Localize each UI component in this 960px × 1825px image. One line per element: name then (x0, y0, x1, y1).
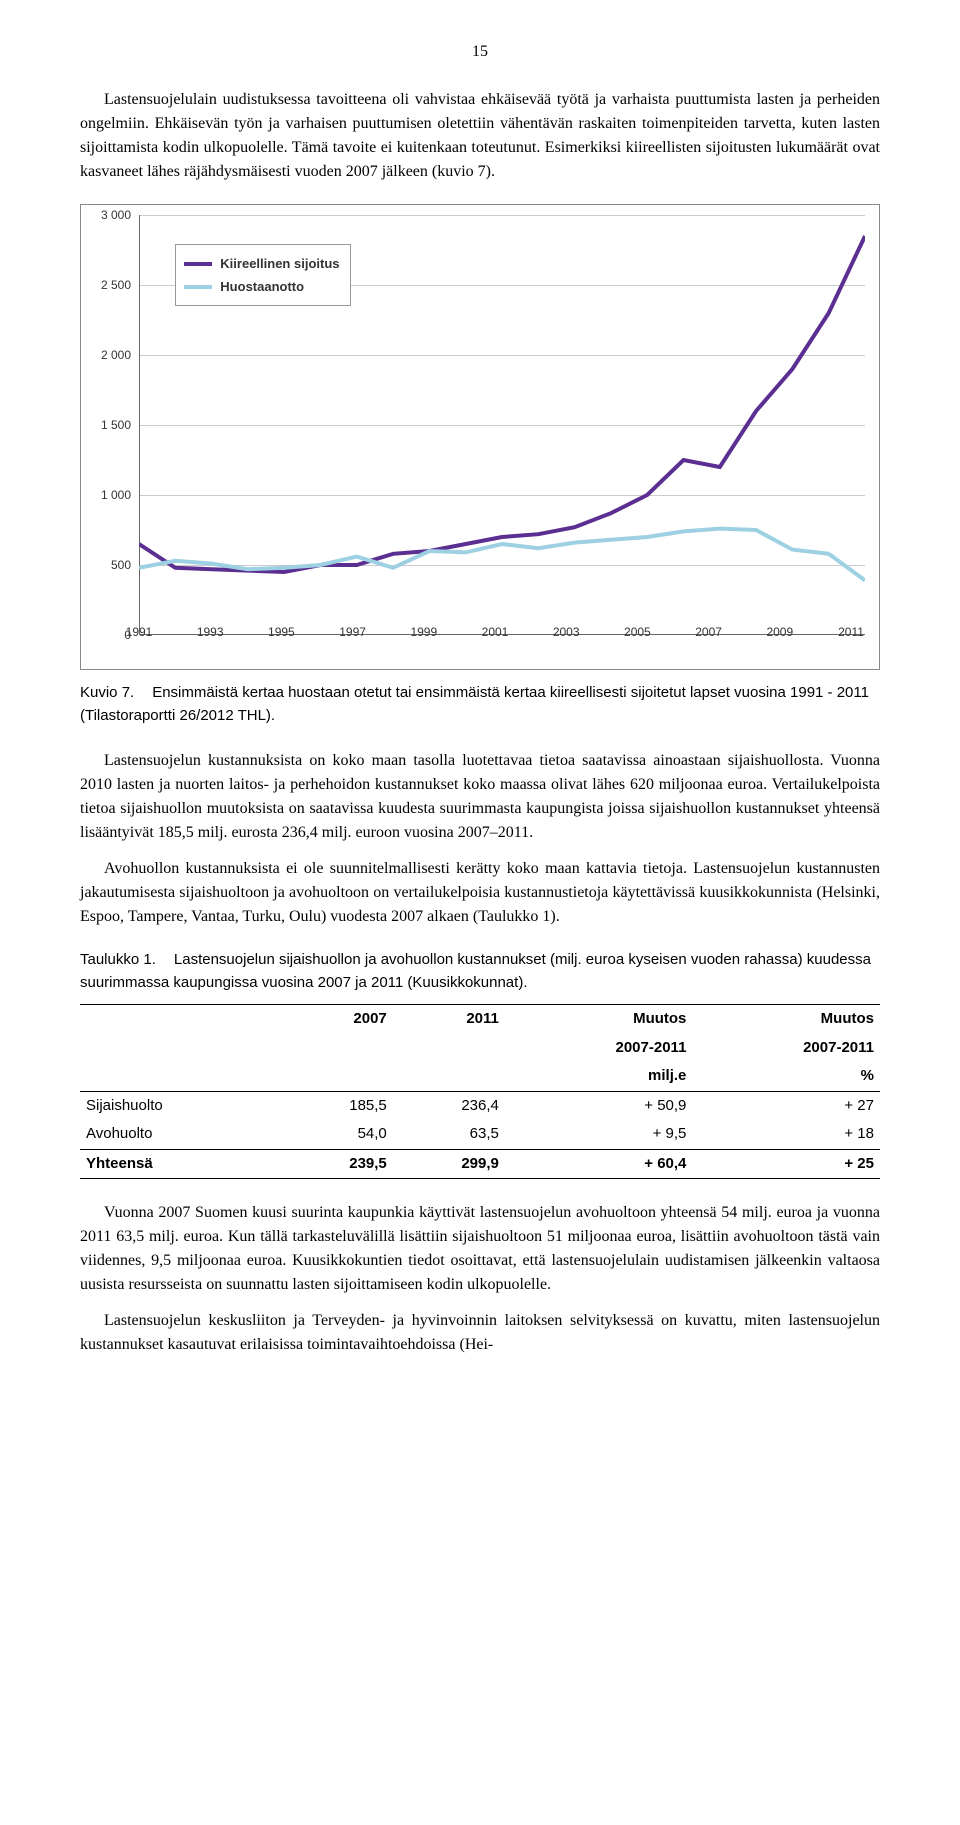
row1-c2: 63,5 (393, 1120, 505, 1149)
table-row: Sijaishuolto 185,5 236,4 + 50,9 + 27 (80, 1091, 880, 1120)
th3-blank (80, 1062, 281, 1091)
row0-c2: 236,4 (393, 1091, 505, 1120)
foot-c4: + 25 (692, 1149, 880, 1179)
foot-label: Yhteensä (80, 1149, 281, 1179)
x-tick-label: 2011 (838, 623, 864, 641)
paragraph-4: Vuonna 2007 Suomen kuusi suurinta kaupun… (80, 1201, 880, 1297)
paragraph-1: Lastensuojelulain uudistuksessa tavoitte… (80, 88, 880, 184)
th3-1 (281, 1062, 393, 1091)
th-2007: 2007 (281, 1005, 393, 1034)
row0-c1: 185,5 (281, 1091, 393, 1120)
x-tick-label: 1991 (126, 623, 153, 641)
th-blank (80, 1005, 281, 1034)
table-title-text: Lastensuojelun sijaishuollon ja avohuoll… (80, 951, 871, 991)
caption-text: Ensimmäistä kertaa huostaan otetut tai e… (80, 684, 869, 724)
x-tick-label: 2009 (766, 623, 793, 641)
th2-3: 2007-2011 (505, 1034, 693, 1063)
th-2011: 2011 (393, 1005, 505, 1034)
paragraph-3: Avohuollon kustannuksista ei ole suunnit… (80, 857, 880, 929)
row1-label: Avohuolto (80, 1120, 281, 1149)
th3-4: % (692, 1062, 880, 1091)
legend-item: Huostaanotto (184, 277, 339, 297)
th3-2 (393, 1062, 505, 1091)
table-row: Avohuolto 54,0 63,5 + 9,5 + 18 (80, 1120, 880, 1149)
th2-2 (393, 1034, 505, 1063)
x-axis-labels: 1991199319951997199920012003200520072009… (139, 623, 851, 641)
x-tick-label: 1995 (268, 623, 295, 641)
row0-label: Sijaishuolto (80, 1091, 281, 1120)
x-tick-label: 1993 (197, 623, 224, 641)
cost-table: 2007 2011 Muutos Muutos 2007-2011 2007-2… (80, 1004, 880, 1179)
foot-c3: + 60,4 (505, 1149, 693, 1179)
row1-c4: + 18 (692, 1120, 880, 1149)
chart-legend: Kiireellinen sijoitus Huostaanotto (175, 244, 350, 306)
y-tick-label: 1 000 (101, 486, 131, 504)
page-number: 15 (80, 40, 880, 64)
th2-4: 2007-2011 (692, 1034, 880, 1063)
legend-swatch (184, 262, 212, 266)
table-title: Taulukko 1.Lastensuojelun sijaishuollon … (80, 949, 880, 994)
y-tick-label: 500 (111, 556, 131, 574)
y-tick-label: 3 000 (101, 206, 131, 224)
legend-label: Huostaanotto (220, 277, 304, 297)
x-tick-label: 2005 (624, 623, 651, 641)
y-tick-label: 2 500 (101, 276, 131, 294)
paragraph-2: Lastensuojelun kustannuksista on koko ma… (80, 749, 880, 845)
legend-item: Kiireellinen sijoitus (184, 254, 339, 274)
y-tick-label: 2 000 (101, 346, 131, 364)
th2-blank (80, 1034, 281, 1063)
paragraph-5: Lastensuojelun keskusliiton ja Terveyden… (80, 1309, 880, 1357)
row0-c4: + 27 (692, 1091, 880, 1120)
chart-panel: 05001 0001 5002 0002 5003 000 Kiireellin… (80, 204, 880, 670)
legend-label: Kiireellinen sijoitus (220, 254, 339, 274)
row1-c1: 54,0 (281, 1120, 393, 1149)
th-muutos-abs: Muutos (505, 1005, 693, 1034)
legend-swatch (184, 285, 212, 289)
y-tick-label: 1 500 (101, 416, 131, 434)
th3-3: milj.e (505, 1062, 693, 1091)
chart-caption: Kuvio 7.Ensimmäistä kertaa huostaan otet… (80, 682, 880, 727)
table-title-label: Taulukko 1. (80, 951, 156, 968)
row0-c3: + 50,9 (505, 1091, 693, 1120)
x-tick-label: 2001 (482, 623, 509, 641)
x-tick-label: 1999 (410, 623, 437, 641)
table-footer-row: Yhteensä 239,5 299,9 + 60,4 + 25 (80, 1149, 880, 1179)
y-axis-labels: 05001 0001 5002 0002 5003 000 (95, 215, 135, 635)
x-tick-label: 2003 (553, 623, 580, 641)
th-muutos-pct: Muutos (692, 1005, 880, 1034)
foot-c1: 239,5 (281, 1149, 393, 1179)
x-tick-label: 2007 (695, 623, 722, 641)
caption-label: Kuvio 7. (80, 684, 134, 701)
row1-c3: + 9,5 (505, 1120, 693, 1149)
chart-plot-area: 05001 0001 5002 0002 5003 000 Kiireellin… (139, 215, 865, 635)
x-tick-label: 1997 (339, 623, 366, 641)
th2-1 (281, 1034, 393, 1063)
foot-c2: 299,9 (393, 1149, 505, 1179)
